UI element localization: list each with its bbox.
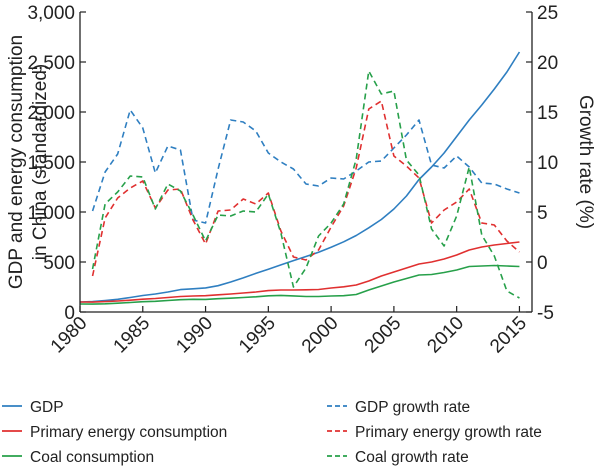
x-tick-label: 2005 (361, 313, 406, 358)
y-tick-label: 500 (43, 253, 75, 274)
y2-tick-label: 25 (537, 3, 558, 24)
x-tick-label: 1990 (172, 313, 217, 358)
series-line-coal-growth-rate (91, 70, 520, 299)
legend-item: GDP growth rate (327, 399, 470, 416)
y-axis-title-line-1: GDP and energy consumption (6, 35, 27, 289)
y-axis-title-line-2: in China (standardized) (30, 64, 51, 260)
legend-label: GDP (30, 399, 64, 416)
y-tick-label: 2,000 (27, 103, 75, 124)
series-line-gdp-growth-rate (91, 109, 520, 224)
y2-tick-label: -5 (537, 303, 554, 324)
legend-label: Coal consumption (30, 449, 154, 466)
series-line-primary-energy-consumption (79, 241, 520, 303)
y-tick-label: 1,000 (27, 203, 75, 224)
series-line-gdp (79, 51, 521, 303)
y-tick-label: 1,500 (27, 153, 75, 174)
x-tick-label: 1995 (235, 313, 280, 358)
y-tick-label: 3,000 (27, 3, 75, 24)
y-tick-label: 0 (64, 303, 75, 324)
series-line-primary-energy-growth-rate (91, 100, 520, 277)
x-tick-label: 1985 (110, 313, 155, 358)
series-line-coal-consumption (79, 264, 520, 305)
x-tick-label: 2010 (423, 313, 468, 358)
legend-item: Coal growth rate (327, 449, 469, 466)
legend-item: Primary energy growth rate (327, 424, 542, 441)
legend-item: Coal consumption (2, 449, 154, 466)
y2-axis-title: Growth rate (%) (575, 95, 596, 229)
legend-item: GDP (2, 399, 64, 416)
series-layer (79, 51, 521, 305)
legend: GDP Primary energy consumption Coal consum… (2, 399, 542, 466)
legend-label: GDP growth rate (355, 399, 470, 416)
y2-tick-label: 10 (537, 153, 558, 174)
y2-tick-label: 0 (537, 253, 548, 274)
y2-tick-label: 20 (537, 53, 558, 74)
x-tick-label: 1980 (47, 313, 92, 358)
x-tick-label: 2000 (298, 313, 343, 358)
y2-tick-label: 15 (537, 103, 558, 124)
y-tick-label: 2,500 (27, 53, 75, 74)
legend-label: Primary energy consumption (30, 424, 227, 441)
x-tick-label: 2015 (486, 313, 531, 358)
legend-item: Primary energy consumption (2, 424, 227, 441)
y2-tick-label: 5 (537, 203, 548, 224)
legend-label: Coal growth rate (355, 449, 469, 466)
legend-label: Primary energy growth rate (355, 424, 542, 441)
